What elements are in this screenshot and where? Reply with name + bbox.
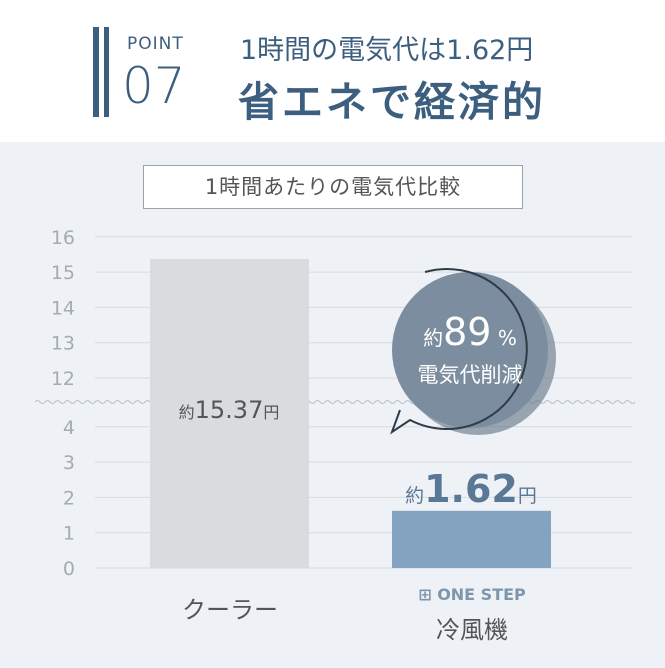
brand-name: ONE STEP: [437, 585, 526, 604]
y-tick-label: 14: [51, 297, 75, 319]
y-tick-label: 1: [63, 523, 75, 545]
savings-callout: 約89 % 電気代削減: [390, 267, 556, 435]
y-tick-label: 0: [63, 558, 75, 580]
data-label: 約1.62円: [405, 467, 537, 511]
category-label-cooler-fan: 冷風機: [436, 616, 508, 644]
y-tick-label: 15: [51, 262, 75, 284]
bar: [150, 259, 309, 568]
decor-bar: [93, 27, 99, 117]
axis-break-line: [34, 400, 636, 404]
y-tick-label: 16: [51, 227, 75, 249]
y-tick-label: 13: [51, 333, 75, 355]
decor-bar: [104, 27, 109, 117]
callout-value: 約89 %: [423, 310, 517, 354]
y-tick-label: 4: [63, 417, 75, 439]
y-tick-label: 3: [63, 452, 75, 474]
grid-logo-icon: ⊞: [418, 585, 438, 604]
callout-text: 電気代削減: [418, 363, 523, 387]
y-tick-label: 2: [63, 487, 75, 509]
chart-title: 1時間あたりの電気代比較: [143, 165, 523, 209]
point-number: 07: [122, 57, 186, 115]
chart-area: [0, 142, 665, 668]
point-label: POINT: [127, 34, 184, 54]
subtitle: 1時間の電気代は1.62円: [240, 35, 534, 66]
y-tick-label: 12: [51, 368, 75, 390]
header: POINT 07 1時間の電気代は1.62円 省エネで経済的: [0, 0, 665, 142]
data-label: 約15.37円: [179, 396, 280, 424]
brand-logo: ⊞ ONE STEP: [392, 585, 552, 604]
category-label-cooler: クーラー: [182, 596, 278, 624]
page-title: 省エネで経済的: [238, 78, 546, 126]
bar: [392, 510, 551, 568]
